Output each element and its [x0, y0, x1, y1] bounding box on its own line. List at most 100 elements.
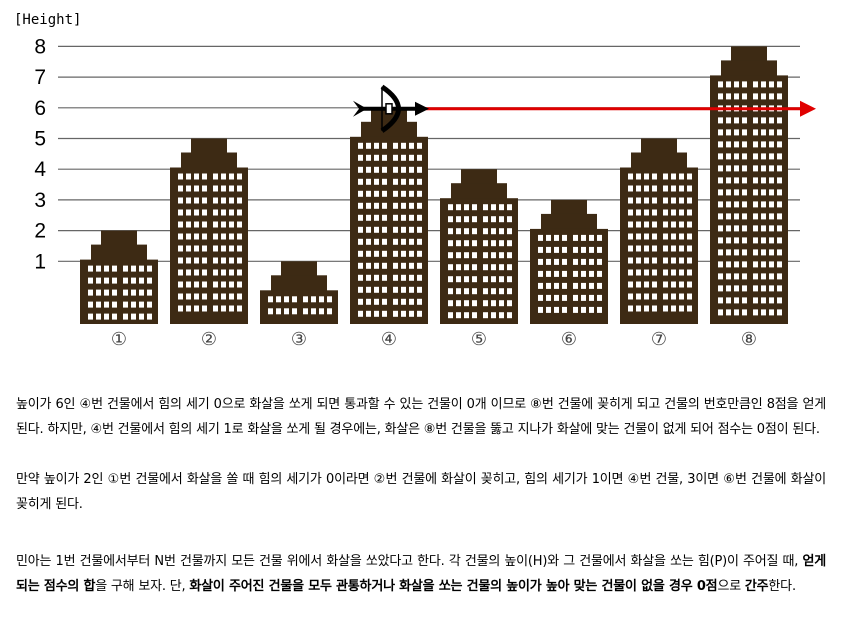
building-window [229, 269, 234, 276]
building-window [628, 233, 633, 240]
building-crown [91, 244, 147, 262]
building-window [718, 261, 723, 268]
building-window [229, 197, 234, 204]
building-window [178, 269, 183, 276]
building-window [644, 305, 649, 312]
building-window [753, 261, 758, 268]
building-window [734, 93, 739, 100]
building-window [202, 293, 207, 300]
building-window [718, 201, 723, 208]
building-window [237, 233, 242, 240]
building-window [483, 252, 488, 259]
building-window [417, 238, 422, 245]
building-window [636, 233, 641, 240]
building-window [178, 173, 183, 180]
building-window [237, 209, 242, 216]
building-window [194, 281, 199, 288]
building-window [753, 201, 758, 208]
building-window [374, 202, 379, 209]
building-window [464, 300, 469, 307]
building-window [186, 197, 191, 204]
building-window [671, 281, 676, 288]
building-window [382, 202, 387, 209]
y-tick-label: 3 [34, 189, 46, 212]
building-window [358, 190, 363, 197]
building-window [393, 262, 398, 269]
building-window [589, 270, 594, 277]
building-window [491, 276, 496, 283]
y-axis-label: [Height] [14, 12, 81, 28]
building [350, 107, 428, 324]
y-tick-label: 1 [34, 250, 46, 273]
building-window [597, 270, 602, 277]
building-window [687, 221, 692, 228]
building-window [644, 173, 649, 180]
building-window [483, 204, 488, 211]
building-window [139, 265, 144, 272]
building-window [448, 276, 453, 283]
building-window [374, 214, 379, 221]
building-window [663, 257, 668, 264]
building-window [268, 296, 273, 303]
building-window [382, 190, 387, 197]
building-window [382, 166, 387, 173]
building-window [687, 233, 692, 240]
building-window [483, 276, 488, 283]
building-window [679, 173, 684, 180]
building-window [538, 246, 543, 253]
building-window [734, 189, 739, 196]
building-window [221, 233, 226, 240]
building-window [327, 296, 332, 303]
building-window [663, 173, 668, 180]
building-window [393, 142, 398, 149]
building-window [742, 153, 747, 160]
building-window [366, 310, 371, 317]
building-window [777, 261, 782, 268]
building-window [546, 258, 551, 265]
building-window [562, 306, 567, 313]
building-window [726, 201, 731, 208]
building-window [417, 166, 422, 173]
problem-bold-condition: 화살이 주어진 건물을 모두 관통하거나 화살을 쏘는 건물의 높이가 높아 맞… [189, 579, 718, 594]
building-window [382, 226, 387, 233]
building-window [644, 197, 649, 204]
building-window [374, 310, 379, 317]
building-window [628, 305, 633, 312]
building-window [554, 306, 559, 313]
building-window [679, 185, 684, 192]
building-window [202, 269, 207, 276]
building-window [753, 117, 758, 124]
building-window [652, 257, 657, 264]
building-window [499, 276, 504, 283]
building-window [769, 213, 774, 220]
building-window [742, 225, 747, 232]
building-window [538, 258, 543, 265]
building-crown [631, 152, 687, 170]
building-window [753, 129, 758, 136]
building-window [229, 305, 234, 312]
building-window [409, 214, 414, 221]
building-height-figure: [Height] 1 2 3 4 5 6 7 8 ① ② ③ ④ ⑤ ⑥ ⑦ ⑧ [14, 12, 816, 350]
building-window [671, 257, 676, 264]
building-window [491, 264, 496, 271]
bow-and-arrow-icon [353, 84, 429, 133]
building-window [769, 129, 774, 136]
building-window [734, 201, 739, 208]
building-window [652, 173, 657, 180]
building-window [761, 273, 766, 280]
building-window [742, 177, 747, 184]
building-window [718, 93, 723, 100]
building-window [409, 226, 414, 233]
building-window [366, 154, 371, 161]
building-window [358, 310, 363, 317]
building-window [499, 312, 504, 319]
building-window [104, 277, 109, 284]
building-window [382, 178, 387, 185]
building-window [358, 154, 363, 161]
building-window [761, 93, 766, 100]
building-window [366, 262, 371, 269]
building-window [366, 298, 371, 305]
building-window [358, 166, 363, 173]
building-body [260, 290, 338, 324]
building-window [581, 294, 586, 301]
